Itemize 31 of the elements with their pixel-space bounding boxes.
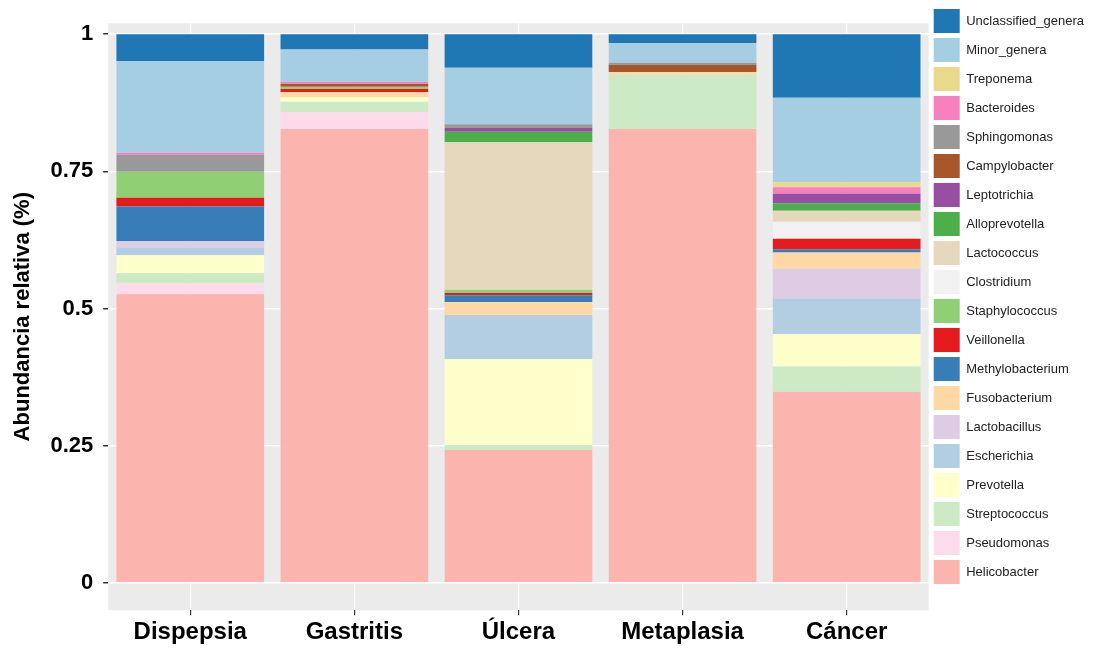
legend-label: Prevotella bbox=[966, 476, 1025, 492]
y-tick-label: 0.75 bbox=[50, 157, 94, 183]
legend-label: Sphingomonas bbox=[966, 128, 1054, 144]
legend-label: Treponema bbox=[966, 70, 1033, 86]
legend-label: Methylobacterium bbox=[966, 360, 1069, 376]
legend-label: Fusobacterium bbox=[966, 389, 1053, 405]
legend-label: Helicobacter bbox=[966, 563, 1040, 579]
legend-label: Campylobacter bbox=[966, 157, 1055, 173]
legend-label: Lactococcus bbox=[966, 244, 1039, 260]
y-tick-label: 0.5 bbox=[62, 294, 94, 320]
x-tick-label: Metaplasia bbox=[621, 617, 745, 645]
y-tick-label: 1 bbox=[80, 20, 94, 46]
legend-label: Veillonella bbox=[966, 331, 1026, 347]
y-axis-title: Abundancia relativa (%) bbox=[9, 192, 35, 442]
x-tick-label: Cáncer bbox=[805, 617, 888, 645]
legend-label: Minor_genera bbox=[966, 41, 1048, 57]
legend-label: Unclassified_genera bbox=[966, 12, 1085, 28]
legend-label: Staphylococcus bbox=[966, 302, 1058, 318]
x-tick-label: Gastritis bbox=[305, 617, 404, 645]
y-tick-label: 0 bbox=[80, 568, 94, 594]
legend-label: Alloprevotella bbox=[966, 215, 1046, 231]
x-tick-label: Úlcera bbox=[481, 617, 556, 645]
x-tick-label: Dispepsia bbox=[133, 617, 248, 645]
legend-label: Bacteroides bbox=[966, 99, 1036, 115]
legend-label: Streptococcus bbox=[966, 505, 1050, 521]
legend-label: Clostridium bbox=[966, 273, 1032, 289]
legend-label: Pseudomonas bbox=[966, 534, 1050, 550]
legend-label: Escherichia bbox=[966, 447, 1035, 463]
legend-label: Lactobacillus bbox=[966, 418, 1042, 434]
legend-label: Leptotrichia bbox=[966, 186, 1035, 202]
y-tick-label: 0.25 bbox=[50, 431, 94, 457]
